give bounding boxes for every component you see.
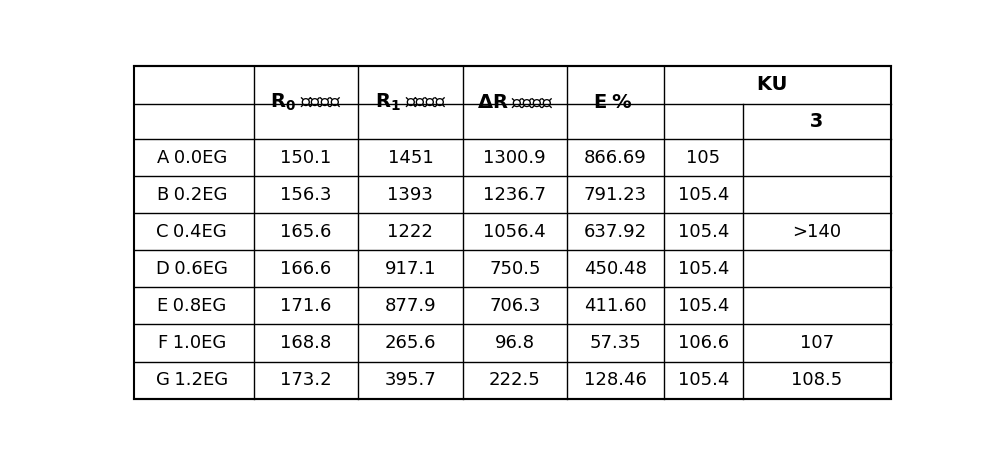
Text: 106.6: 106.6	[678, 334, 729, 352]
Text: 637.92: 637.92	[584, 223, 647, 241]
Text: 173.2: 173.2	[280, 371, 332, 389]
Text: 1451: 1451	[388, 149, 433, 167]
Text: B（0.2EG）: B（0.2EG）	[157, 186, 231, 204]
Text: 初始: 初始	[699, 112, 708, 131]
Text: 265.6: 265.6	[385, 334, 436, 352]
Text: 128.46: 128.46	[584, 371, 647, 389]
Text: 171.6: 171.6	[280, 297, 332, 315]
Text: 150.1: 150.1	[280, 149, 332, 167]
Text: $\mathbf{\Delta R}$ (Pa): $\mathbf{\Delta R}$ (Pa)	[477, 93, 553, 112]
Text: 57.35: 57.35	[589, 334, 641, 352]
Text: $\mathbf{R_0}$ (Pa): $\mathbf{R_0}$ (Pa)	[270, 92, 342, 113]
Text: 1236.7: 1236.7	[483, 186, 546, 204]
Text: 395.7: 395.7	[385, 371, 436, 389]
Text: 156.3: 156.3	[280, 186, 332, 204]
Text: 222.5: 222.5	[489, 371, 541, 389]
Text: 450.48: 450.48	[584, 260, 647, 278]
Text: D（0.6EG）: D（0.6EG）	[156, 260, 232, 278]
Text: 166.6: 166.6	[280, 260, 332, 278]
Text: 1300.9: 1300.9	[483, 149, 546, 167]
Text: 105.4: 105.4	[678, 371, 729, 389]
Text: 917.1: 917.1	[385, 260, 436, 278]
Text: E（0.8EG）: E（0.8EG）	[157, 297, 231, 315]
Text: 168.8: 168.8	[280, 334, 332, 352]
Text: A（0.0EG）: A（0.0EG）	[157, 149, 231, 167]
Text: 877.9: 877.9	[385, 297, 436, 315]
Text: F（1.0EG）: F（1.0EG）	[158, 334, 230, 352]
Text: 750.5: 750.5	[489, 260, 541, 278]
Text: 1056.4: 1056.4	[483, 223, 546, 241]
Text: 105.4: 105.4	[678, 186, 729, 204]
Text: 105.4: 105.4	[678, 297, 729, 315]
Text: 105: 105	[686, 149, 721, 167]
Text: 1393: 1393	[387, 186, 433, 204]
Text: 冻融3循环: 冻融3循环	[800, 112, 833, 131]
Text: 165.6: 165.6	[280, 223, 332, 241]
Text: E（%）: E（%）	[594, 93, 637, 112]
Text: 108.5: 108.5	[791, 371, 843, 389]
Text: 411.60: 411.60	[584, 297, 647, 315]
Text: $\mathbf{R_1}$ (Pa): $\mathbf{R_1}$ (Pa)	[375, 92, 446, 113]
Text: G（1.2EG）: G（1.2EG）	[156, 371, 232, 389]
Text: >140: >140	[792, 223, 842, 241]
Text: 1222: 1222	[387, 223, 433, 241]
Text: 样品名称: 样品名称	[184, 93, 204, 112]
Text: 107: 107	[800, 334, 834, 352]
Text: 105.4: 105.4	[678, 223, 729, 241]
Text: 791.23: 791.23	[584, 186, 647, 204]
Text: KU粘度: KU粘度	[757, 76, 797, 95]
Text: 96.8: 96.8	[495, 334, 535, 352]
Text: 866.69: 866.69	[584, 149, 647, 167]
Text: 105.4: 105.4	[678, 260, 729, 278]
Text: 706.3: 706.3	[489, 297, 540, 315]
Text: C（0.4EG）: C（0.4EG）	[156, 223, 232, 241]
